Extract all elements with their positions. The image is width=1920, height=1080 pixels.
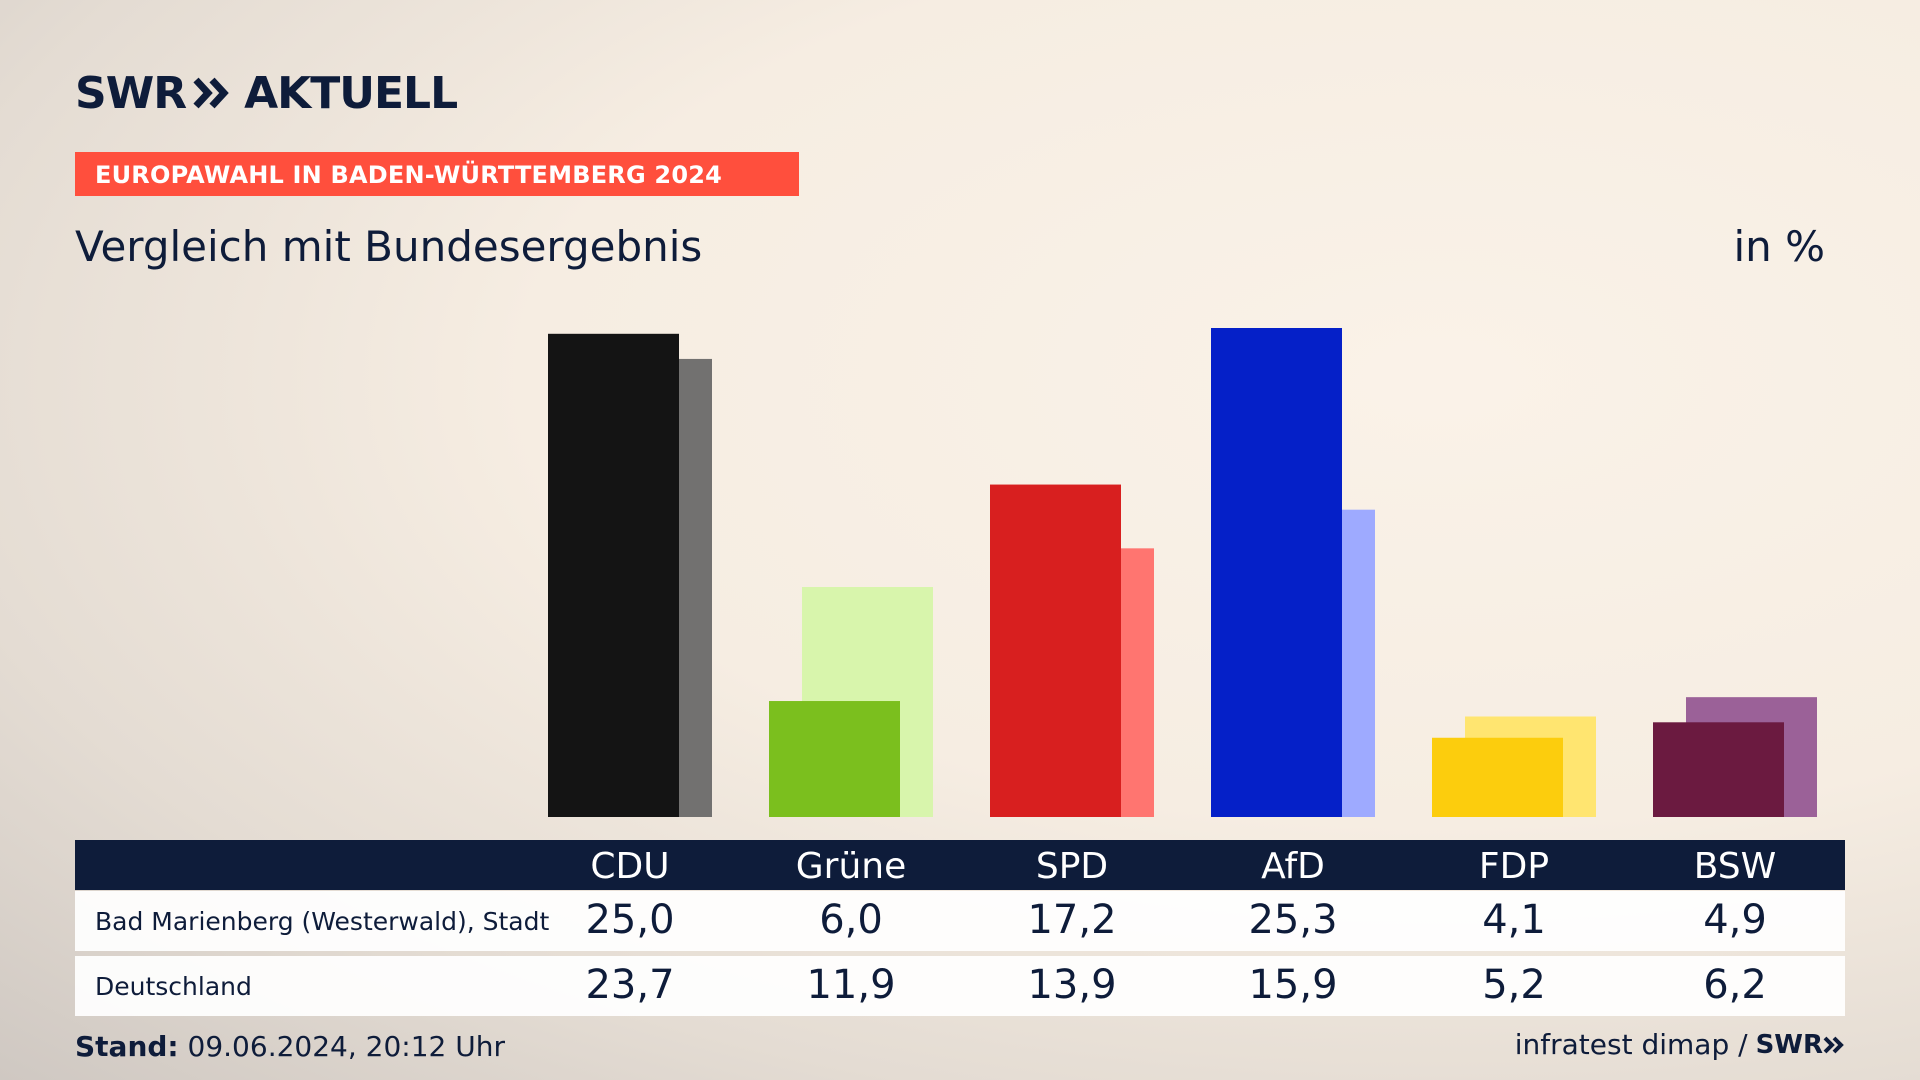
timestamp: Stand: 09.06.2024, 20:12 Uhr <box>75 1030 505 1063</box>
value-deutschland-spd: 13,9 <box>1027 962 1117 1008</box>
double-chevron-icon <box>1823 1036 1844 1053</box>
value-deutschland-grüne: 11,9 <box>806 962 896 1008</box>
table-row: Bad Marienberg (Westerwald), Stadt 25,0 6… <box>75 891 1845 951</box>
value-local-cdu: 25,0 <box>585 897 675 943</box>
logo-swr: SWR <box>75 67 187 119</box>
party-header-grüne: Grüne <box>795 846 907 887</box>
chart-subtitle: Vergleich mit Bundesergebnis <box>75 222 703 271</box>
value-deutschland-afd: 15,9 <box>1248 962 1338 1008</box>
party-header-afd: AfD <box>1261 846 1325 887</box>
unit-label: in % <box>1733 222 1825 271</box>
party-header-row: CDU Grüne SPD AfD FDP BSW <box>75 840 1845 890</box>
footer-logo-text: SWR <box>1755 1029 1823 1060</box>
bar-local-grüne <box>769 701 900 817</box>
value-deutschland-fdp: 5,2 <box>1482 962 1546 1008</box>
party-header-spd: SPD <box>1035 846 1109 887</box>
value-local-grüne: 6,0 <box>819 897 883 943</box>
value-local-spd: 17,2 <box>1027 897 1117 943</box>
source-text: infratest dimap / <box>1514 1028 1748 1061</box>
table-row: Deutschland 23,7 11,9 13,9 15,9 5,2 6,2 <box>75 956 1845 1016</box>
bar-local-bsw <box>1653 722 1784 817</box>
value-local-afd: 25,3 <box>1248 897 1338 943</box>
value-deutschland-cdu: 23,7 <box>585 962 675 1008</box>
bar-local-spd <box>990 484 1121 817</box>
row-label-local: Bad Marienberg (Westerwald), Stadt <box>95 907 550 936</box>
swr-aktuell-logo: SWR AKTUELL <box>75 67 458 119</box>
bar-local-fdp <box>1432 737 1563 817</box>
stand-label: Stand: <box>75 1030 179 1063</box>
bar-local-afd <box>1211 328 1342 817</box>
bar-chart <box>548 328 1817 817</box>
row-label-germany: Deutschland <box>95 972 252 1001</box>
source: infratest dimap / SWR <box>1515 1028 1845 1061</box>
value-local-bsw: 4,9 <box>1703 897 1767 943</box>
party-header-cdu: CDU <box>590 846 670 887</box>
footer-swr-logo: SWR <box>1756 1030 1845 1060</box>
party-header-bsw: BSW <box>1693 846 1777 887</box>
election-banner: EUROPAWAHL IN BADEN-WÜRTTEMBERG 2024 <box>75 152 799 196</box>
double-chevron-icon <box>193 77 229 109</box>
value-deutschland-bsw: 6,2 <box>1703 962 1767 1008</box>
stand-value: 09.06.2024, 20:12 Uhr <box>187 1030 505 1063</box>
logo-aktuell: AKTUELL <box>244 67 458 119</box>
bar-local-cdu <box>548 333 679 817</box>
banner-text: EUROPAWAHL IN BADEN-WÜRTTEMBERG 2024 <box>95 161 723 189</box>
party-header-fdp: FDP <box>1478 846 1550 887</box>
value-local-fdp: 4,1 <box>1482 897 1546 943</box>
